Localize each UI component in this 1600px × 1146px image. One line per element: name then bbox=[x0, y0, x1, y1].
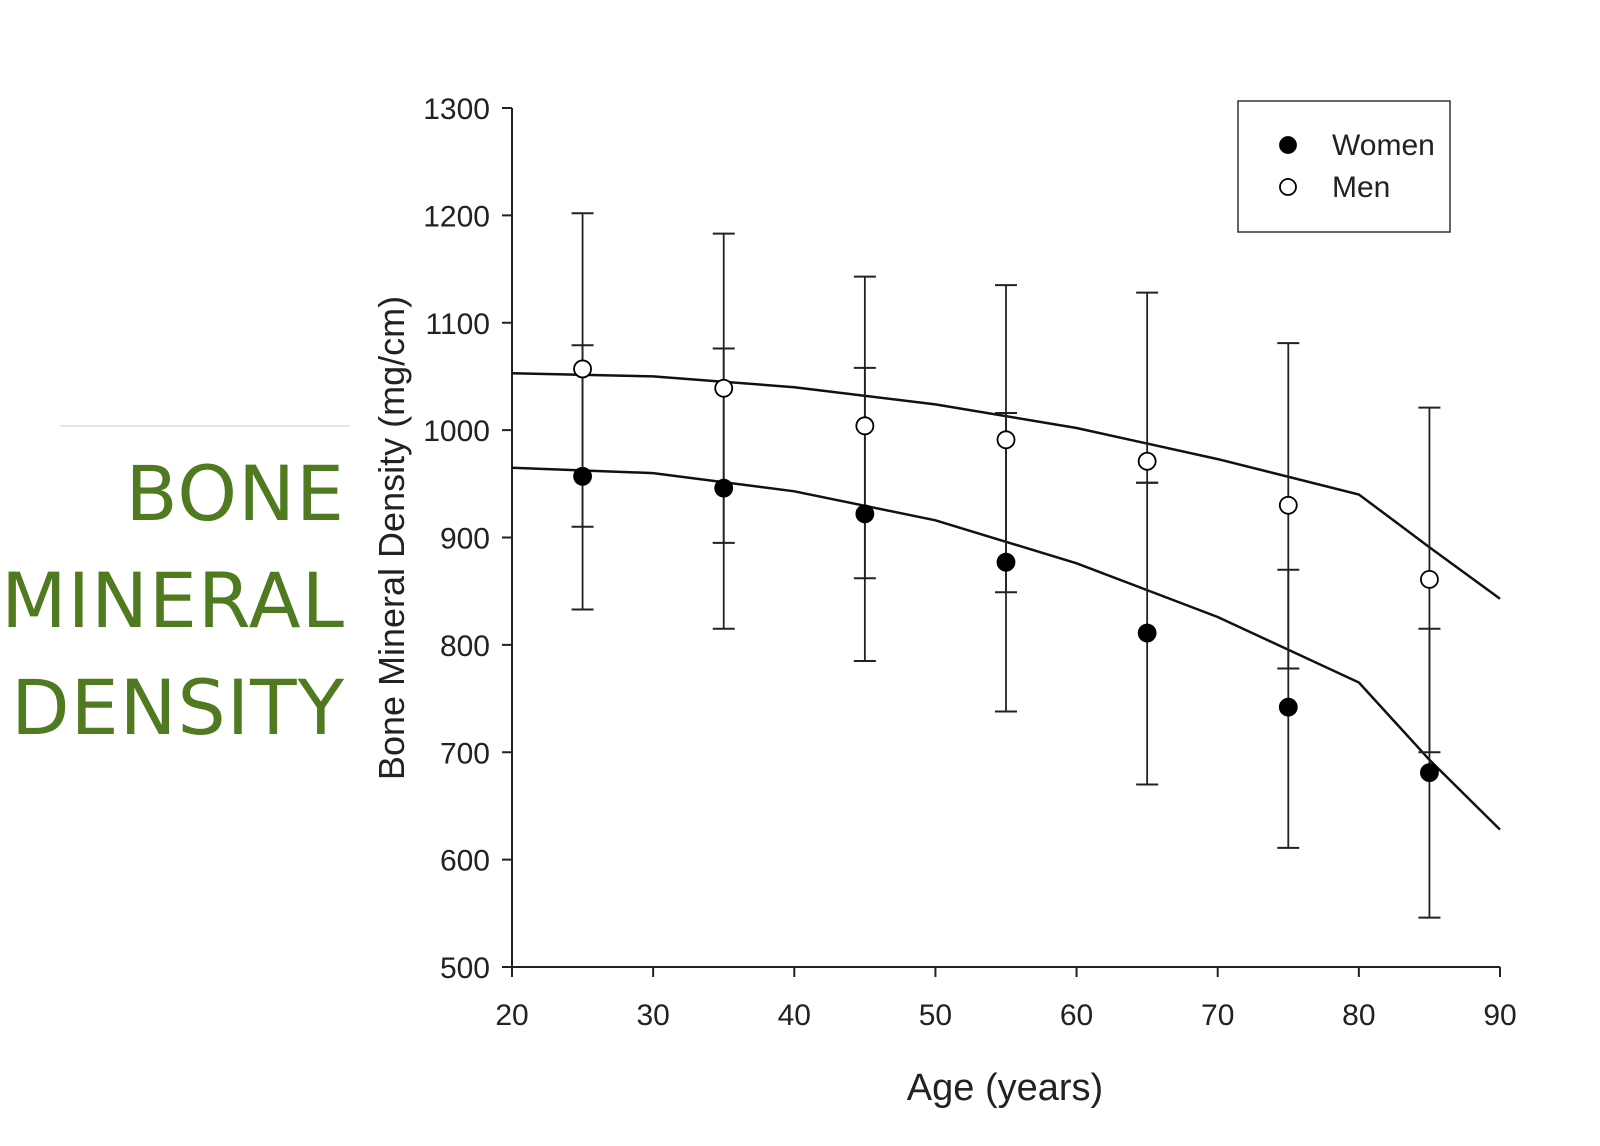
x-tick-label: 70 bbox=[1201, 999, 1234, 1032]
x-tick-label: 20 bbox=[495, 999, 528, 1032]
y-tick-label: 1000 bbox=[423, 415, 490, 448]
point-women bbox=[1420, 763, 1439, 783]
x-tick-label: 60 bbox=[1060, 999, 1093, 1032]
point-men bbox=[714, 378, 734, 398]
legend: Women Men bbox=[1237, 100, 1451, 233]
x-tick-label: 80 bbox=[1342, 999, 1375, 1032]
y-tick-label: 1300 bbox=[423, 93, 490, 126]
y-tick-label: 500 bbox=[440, 952, 490, 985]
x-tick-label: 90 bbox=[1483, 999, 1516, 1032]
title-divider bbox=[60, 425, 350, 427]
point-women bbox=[1137, 623, 1157, 643]
fit-curve-women bbox=[511, 466, 1501, 831]
point-women bbox=[714, 478, 734, 498]
legend-box bbox=[1237, 100, 1451, 233]
y-tick-label: 600 bbox=[440, 845, 490, 878]
x-tick-label: 30 bbox=[636, 999, 669, 1032]
y-axis-label: Bone Mineral Density (mg/cm) bbox=[371, 296, 412, 780]
legend-label-women: Women bbox=[1332, 129, 1435, 162]
y-tick-label: 900 bbox=[440, 523, 490, 556]
title-line-1: BONE bbox=[125, 449, 345, 538]
point-men bbox=[855, 416, 875, 436]
x-axis-label: Age (years) bbox=[907, 1067, 1103, 1109]
point-men bbox=[1137, 451, 1157, 471]
y-tick-label: 700 bbox=[440, 737, 490, 770]
point-men bbox=[1420, 569, 1439, 589]
title-line-3: DENSITY bbox=[11, 663, 345, 752]
legend-marker-men bbox=[1279, 178, 1297, 196]
y-tick-label: 1200 bbox=[423, 200, 490, 233]
legend-marker-women bbox=[1279, 136, 1297, 154]
slide-title: BONE MINERAL DENSITY bbox=[0, 440, 345, 761]
y-tick-label: 1100 bbox=[425, 308, 490, 341]
axes: 500 600 700 800 900 1000 1100 1200 1300 20 30 40 50 6… bbox=[423, 93, 1516, 1032]
x-tick-label: 40 bbox=[778, 999, 811, 1032]
title-line-2: MINERAL bbox=[1, 556, 345, 645]
point-men bbox=[573, 359, 592, 379]
point-women bbox=[573, 466, 592, 486]
point-women bbox=[996, 552, 1016, 572]
fit-curves bbox=[511, 371, 1501, 831]
fit-curve-men bbox=[511, 371, 1501, 600]
data-points bbox=[573, 359, 1439, 783]
point-men bbox=[1278, 495, 1298, 515]
y-tick-label: 800 bbox=[440, 630, 490, 663]
point-men bbox=[996, 430, 1016, 450]
point-women bbox=[855, 504, 875, 524]
legend-label-men: Men bbox=[1332, 171, 1390, 204]
x-tick-label: 50 bbox=[919, 999, 952, 1032]
point-women bbox=[1278, 697, 1298, 717]
